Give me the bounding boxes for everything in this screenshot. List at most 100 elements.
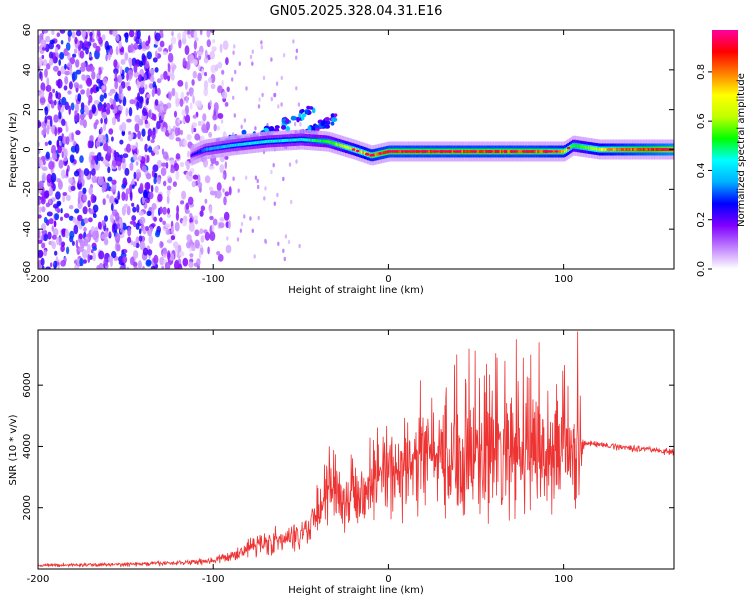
noise-speck xyxy=(156,160,163,168)
noise-speck xyxy=(53,220,57,228)
ridge-peak xyxy=(509,150,514,153)
noise-speck xyxy=(209,186,214,192)
noise-speck xyxy=(167,75,171,82)
noise-speck xyxy=(74,110,78,116)
ridge-core xyxy=(299,138,302,142)
noise-speck xyxy=(41,166,48,171)
noise-speck xyxy=(40,39,46,47)
noise-speck xyxy=(245,175,248,180)
noise-speck xyxy=(167,63,171,73)
noise-speck xyxy=(254,126,257,131)
ridge-core xyxy=(376,152,379,156)
noise-speck xyxy=(118,40,122,49)
noise-speck xyxy=(197,72,202,82)
noise-speck xyxy=(136,171,142,179)
snr-x-tick-label: -200 xyxy=(27,574,50,585)
snr-x-tick-label: 0 xyxy=(385,574,391,585)
noise-speck xyxy=(174,110,177,118)
ridge-core xyxy=(341,144,345,148)
ridge-peak xyxy=(489,150,494,153)
noise-speck xyxy=(282,248,285,253)
noise-speck xyxy=(51,234,57,240)
ridge-core xyxy=(505,150,509,153)
ridge-core xyxy=(239,143,242,146)
ridge-core xyxy=(638,148,641,151)
ridge-core xyxy=(275,139,278,143)
noise-speck xyxy=(41,54,45,60)
noise-speck xyxy=(157,193,163,202)
noise-speck xyxy=(48,218,54,225)
ridge-core xyxy=(632,148,635,151)
ridge-peak xyxy=(412,150,417,153)
noise-speck xyxy=(240,124,243,129)
ridge-core xyxy=(354,148,357,152)
ridge-core xyxy=(559,150,562,153)
ridge-peak xyxy=(529,150,534,153)
noise-speck xyxy=(75,30,82,37)
noise-speck xyxy=(120,92,124,101)
noise-speck xyxy=(44,115,48,124)
noise-speck xyxy=(132,241,137,248)
noise-speck xyxy=(136,204,140,213)
noise-speck xyxy=(87,140,92,149)
noise-speck xyxy=(98,250,105,260)
noise-speck xyxy=(81,30,87,38)
noise-speck xyxy=(124,192,129,202)
noise-speck xyxy=(170,36,177,45)
ridge-peak xyxy=(432,150,437,153)
noise-speck xyxy=(70,102,75,111)
noise-speck xyxy=(51,146,56,153)
noise-speck xyxy=(171,226,175,234)
noise-speck xyxy=(258,97,261,102)
noise-speck xyxy=(74,143,80,154)
ridge-core xyxy=(283,139,286,142)
noise-speck xyxy=(77,93,82,102)
ridge-core xyxy=(210,147,214,150)
ridge-core xyxy=(616,148,619,151)
noise-speck xyxy=(146,210,152,217)
ridge-core xyxy=(199,149,203,153)
noise-speck xyxy=(82,206,88,215)
noise-speck xyxy=(91,175,98,184)
noise-speck xyxy=(111,116,117,126)
ridge-core xyxy=(466,150,469,153)
ridge-core xyxy=(223,145,226,149)
noise-speck xyxy=(43,190,50,199)
ridge-core xyxy=(329,140,332,144)
noise-speck xyxy=(63,148,68,158)
noise-speck xyxy=(203,158,208,168)
noise-speck xyxy=(117,74,123,84)
noise-speck xyxy=(121,191,126,201)
noise-speck xyxy=(155,231,160,238)
noise-speck xyxy=(282,53,286,58)
ridge-core xyxy=(663,148,666,151)
snr-y-tick-label: 2000 xyxy=(22,495,33,520)
noise-speck xyxy=(52,151,58,161)
ridge-core xyxy=(269,139,272,143)
noise-speck xyxy=(80,62,87,68)
noise-speck xyxy=(204,71,207,77)
noise-speck xyxy=(170,167,176,174)
noise-speck xyxy=(199,228,204,235)
noise-speck xyxy=(64,70,70,76)
ridge-core xyxy=(300,138,304,141)
noise-speck xyxy=(192,70,197,79)
ridge-core xyxy=(644,148,647,151)
noise-speck xyxy=(192,114,197,119)
noise-speck xyxy=(150,265,155,269)
ridge-core xyxy=(234,143,237,147)
noise-speck xyxy=(88,217,93,223)
noise-speck xyxy=(160,167,167,177)
noise-speck xyxy=(38,214,42,219)
noise-speck xyxy=(137,92,141,102)
noise-speck xyxy=(43,216,48,224)
noise-speck xyxy=(139,60,143,67)
noise-speck xyxy=(233,113,236,118)
noise-speck xyxy=(63,85,68,91)
noise-speck xyxy=(66,246,70,255)
ridge-core xyxy=(289,138,293,142)
ridge-core xyxy=(650,148,654,151)
ridge-core xyxy=(468,150,471,153)
noise-speck xyxy=(154,67,159,73)
